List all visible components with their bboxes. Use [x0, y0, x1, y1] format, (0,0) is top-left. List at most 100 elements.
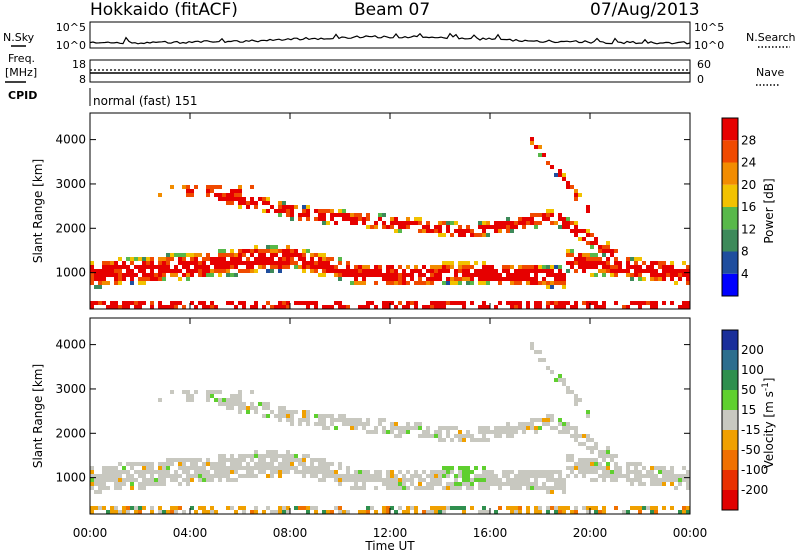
data-cell	[142, 506, 146, 510]
data-cell	[590, 301, 594, 305]
data-cell	[90, 486, 94, 490]
data-cell	[418, 269, 422, 273]
data-cell	[138, 265, 142, 269]
data-cell	[666, 470, 670, 474]
data-cell	[458, 506, 462, 510]
data-cell	[334, 474, 338, 478]
data-cell	[130, 466, 134, 470]
data-cell	[382, 478, 386, 482]
data-cell	[566, 386, 570, 390]
data-cell	[562, 221, 566, 225]
data-cell	[398, 229, 402, 233]
data-cell	[458, 430, 462, 434]
data-cell	[290, 418, 294, 422]
data-cell	[138, 305, 142, 309]
data-cell	[462, 269, 466, 273]
data-cell	[490, 470, 494, 474]
data-cell	[166, 265, 170, 269]
data-cell	[650, 506, 654, 510]
data-cell	[110, 474, 114, 478]
data-cell	[530, 482, 534, 486]
data-cell	[498, 434, 502, 438]
data-cell	[234, 470, 238, 474]
data-cell	[266, 474, 270, 478]
data-cell	[202, 474, 206, 478]
data-cell	[626, 462, 630, 466]
data-cell	[334, 273, 338, 277]
data-cell	[670, 261, 674, 265]
data-cell	[142, 301, 146, 305]
data-cell	[414, 221, 418, 225]
data-cell	[306, 265, 310, 269]
data-cell	[578, 466, 582, 470]
data-cell	[606, 450, 610, 454]
data-cell	[258, 402, 262, 406]
data-cell	[594, 506, 598, 510]
data-cell	[558, 213, 562, 217]
data-cell	[186, 390, 190, 394]
data-cell	[274, 466, 278, 470]
data-cell	[530, 474, 534, 478]
data-cell	[326, 269, 330, 273]
data-cell	[326, 462, 330, 466]
data-cell	[182, 470, 186, 474]
data-cell	[106, 273, 110, 277]
data-cell	[502, 482, 506, 486]
data-cell	[574, 430, 578, 434]
data-cell	[362, 426, 366, 430]
data-cell	[218, 185, 222, 189]
data-cell	[202, 261, 206, 265]
data-cell	[550, 414, 554, 418]
data-cell	[354, 277, 358, 281]
data-cell	[426, 486, 430, 490]
data-cell	[390, 217, 394, 221]
data-cell	[674, 273, 678, 277]
data-cell	[634, 301, 638, 305]
data-cell	[642, 301, 646, 305]
data-cell	[94, 273, 98, 277]
data-cell	[386, 265, 390, 269]
data-cell	[426, 225, 430, 229]
data-cell	[662, 269, 666, 273]
data-cell	[342, 478, 346, 482]
data-cell	[538, 269, 542, 273]
data-cell	[182, 478, 186, 482]
data-cell	[422, 486, 426, 490]
data-cell	[386, 506, 390, 510]
data-cell	[290, 414, 294, 418]
data-cell	[302, 414, 306, 418]
data-cell	[350, 213, 354, 217]
data-cell	[462, 305, 466, 309]
data-cell	[574, 462, 578, 466]
data-cell	[618, 261, 622, 265]
data-cell	[98, 285, 102, 289]
data-cell	[330, 305, 334, 309]
data-cell	[290, 458, 294, 462]
data-cell	[406, 225, 410, 229]
data-cell	[314, 470, 318, 474]
data-cell	[538, 470, 542, 474]
data-cell	[534, 277, 538, 281]
data-cell	[438, 269, 442, 273]
data-cell	[170, 269, 174, 273]
data-cell	[162, 470, 166, 474]
data-cell	[242, 261, 246, 265]
data-cell	[250, 510, 254, 514]
data-cell	[530, 277, 534, 281]
data-cell	[554, 265, 558, 269]
data-cell	[610, 470, 614, 474]
data-cell	[506, 482, 510, 486]
data-cell	[474, 438, 478, 442]
data-cell	[206, 189, 210, 193]
data-cell	[594, 265, 598, 269]
data-cell	[302, 253, 306, 257]
data-cell	[674, 281, 678, 285]
data-cell	[122, 478, 126, 482]
data-cell	[478, 486, 482, 490]
data-cell	[122, 506, 126, 510]
data-cell	[310, 470, 314, 474]
data-cell	[166, 474, 170, 478]
data-cell	[162, 466, 166, 470]
data-cell	[458, 474, 462, 478]
data-cell	[378, 422, 382, 426]
